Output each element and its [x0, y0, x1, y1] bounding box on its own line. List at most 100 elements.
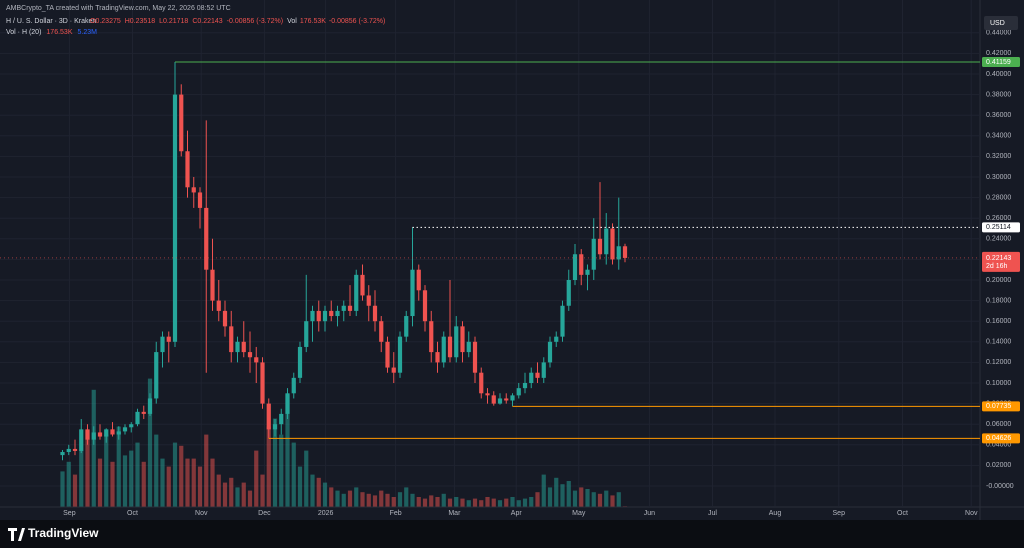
price-level-tag [982, 401, 1020, 412]
last-price-label: 0.22143 [986, 255, 1011, 262]
y-tick-label: 0.02000 [986, 462, 1011, 469]
volume-bar [254, 450, 259, 507]
volume-bar [504, 498, 509, 507]
candle-body [285, 393, 290, 414]
x-tick-label: Sep [63, 510, 76, 517]
x-tick-label: Mar [448, 510, 461, 517]
candle-body [441, 336, 446, 363]
candle-body [116, 431, 121, 435]
volume-bar [497, 500, 503, 507]
volume-bar [172, 442, 178, 507]
candle-body [329, 310, 334, 317]
volume-bar [554, 477, 559, 507]
y-tick-label: 0.28000 [986, 194, 1011, 201]
x-tick-label: 2026 [318, 510, 334, 517]
y-tick-label: 0.32000 [986, 153, 1011, 160]
volume-bar [572, 490, 578, 507]
volume-bar [210, 458, 215, 507]
volume-bar [85, 429, 90, 507]
candle-body [604, 228, 609, 255]
price-level-label: 0.04626 [986, 435, 1011, 442]
volume-bar [422, 498, 428, 507]
candle-body [585, 269, 590, 275]
volume-bar [447, 498, 453, 507]
candle-body [85, 429, 90, 440]
candle-body [222, 310, 228, 327]
volume-bar [397, 492, 403, 507]
candle-body [254, 357, 259, 363]
volume-bar [160, 458, 165, 507]
candle-body [197, 192, 203, 208]
volume-bar [260, 474, 265, 507]
candle-body [547, 341, 553, 363]
ohlc-value: Vol [287, 18, 297, 25]
candle-body [79, 429, 84, 451]
y-tick-label: 0.30000 [986, 174, 1011, 181]
volume-bar [529, 497, 534, 507]
candle-body [122, 427, 128, 432]
volume-bar [141, 461, 146, 507]
x-tick-label: Apr [511, 510, 523, 517]
candle-body [91, 432, 96, 440]
candle-body [341, 305, 346, 311]
candle-body [610, 228, 615, 260]
candle-body [216, 300, 221, 311]
y-tick-label: 0.40000 [986, 71, 1011, 78]
candle-body [185, 151, 190, 188]
symbol: H / U. S. Dollar · 3D · Kraken [6, 18, 96, 25]
volume-bar [479, 500, 484, 507]
y-tick-label: 0.16000 [986, 318, 1011, 325]
volume-bar [110, 461, 115, 507]
volume-bar [116, 426, 121, 507]
volume-bar [466, 500, 471, 507]
candle-body [454, 326, 459, 358]
currency: USD [990, 20, 1005, 27]
volume-bar [147, 378, 153, 507]
volume-bar [454, 497, 459, 507]
candle-body [141, 411, 146, 414]
candle-body [272, 424, 278, 430]
candle-body [404, 316, 409, 337]
candle-body [616, 246, 621, 260]
price-level-tag [982, 222, 1020, 233]
y-tick-label: 0.14000 [986, 339, 1011, 346]
candle-body [541, 362, 546, 378]
candle-body [179, 94, 184, 152]
volume-bar [591, 492, 596, 507]
volume-bar [391, 497, 396, 507]
volume-bar [297, 466, 303, 507]
volume-bar [510, 497, 515, 507]
volume-bar [129, 450, 134, 507]
volume-bar [285, 394, 290, 507]
price-level-label: 0.25114 [986, 224, 1011, 231]
y-tick-label: 0.38000 [986, 91, 1011, 98]
y-tick-label: 0.06000 [986, 421, 1011, 428]
ohlc-value: C0.22143 [192, 18, 222, 25]
candle-body [466, 341, 471, 353]
volume-bar [235, 487, 240, 507]
candle-body [354, 274, 359, 311]
candle-body [110, 429, 115, 435]
volume-legend: Vol · H (20) [6, 29, 41, 36]
candle-body [229, 326, 234, 353]
candle-body [472, 341, 478, 373]
candle-body [522, 383, 528, 389]
candle-body [97, 432, 103, 437]
volume-bar [60, 471, 65, 507]
volume-bar [541, 474, 546, 507]
volume-bar [379, 490, 384, 507]
y-tick-label: 0.34000 [986, 133, 1011, 140]
volume-bar [585, 489, 590, 507]
volume-bar [604, 490, 609, 507]
candle-body [479, 372, 484, 394]
x-tick-label: Sep [833, 510, 846, 517]
volume-bar [154, 434, 159, 507]
candle-body [291, 377, 296, 394]
candle-body [379, 321, 384, 342]
candle-body [447, 336, 453, 358]
candle-body [410, 269, 415, 317]
volume-bar [166, 466, 171, 507]
y-tick-label: 0.26000 [986, 215, 1011, 222]
volume-bar [279, 434, 284, 507]
